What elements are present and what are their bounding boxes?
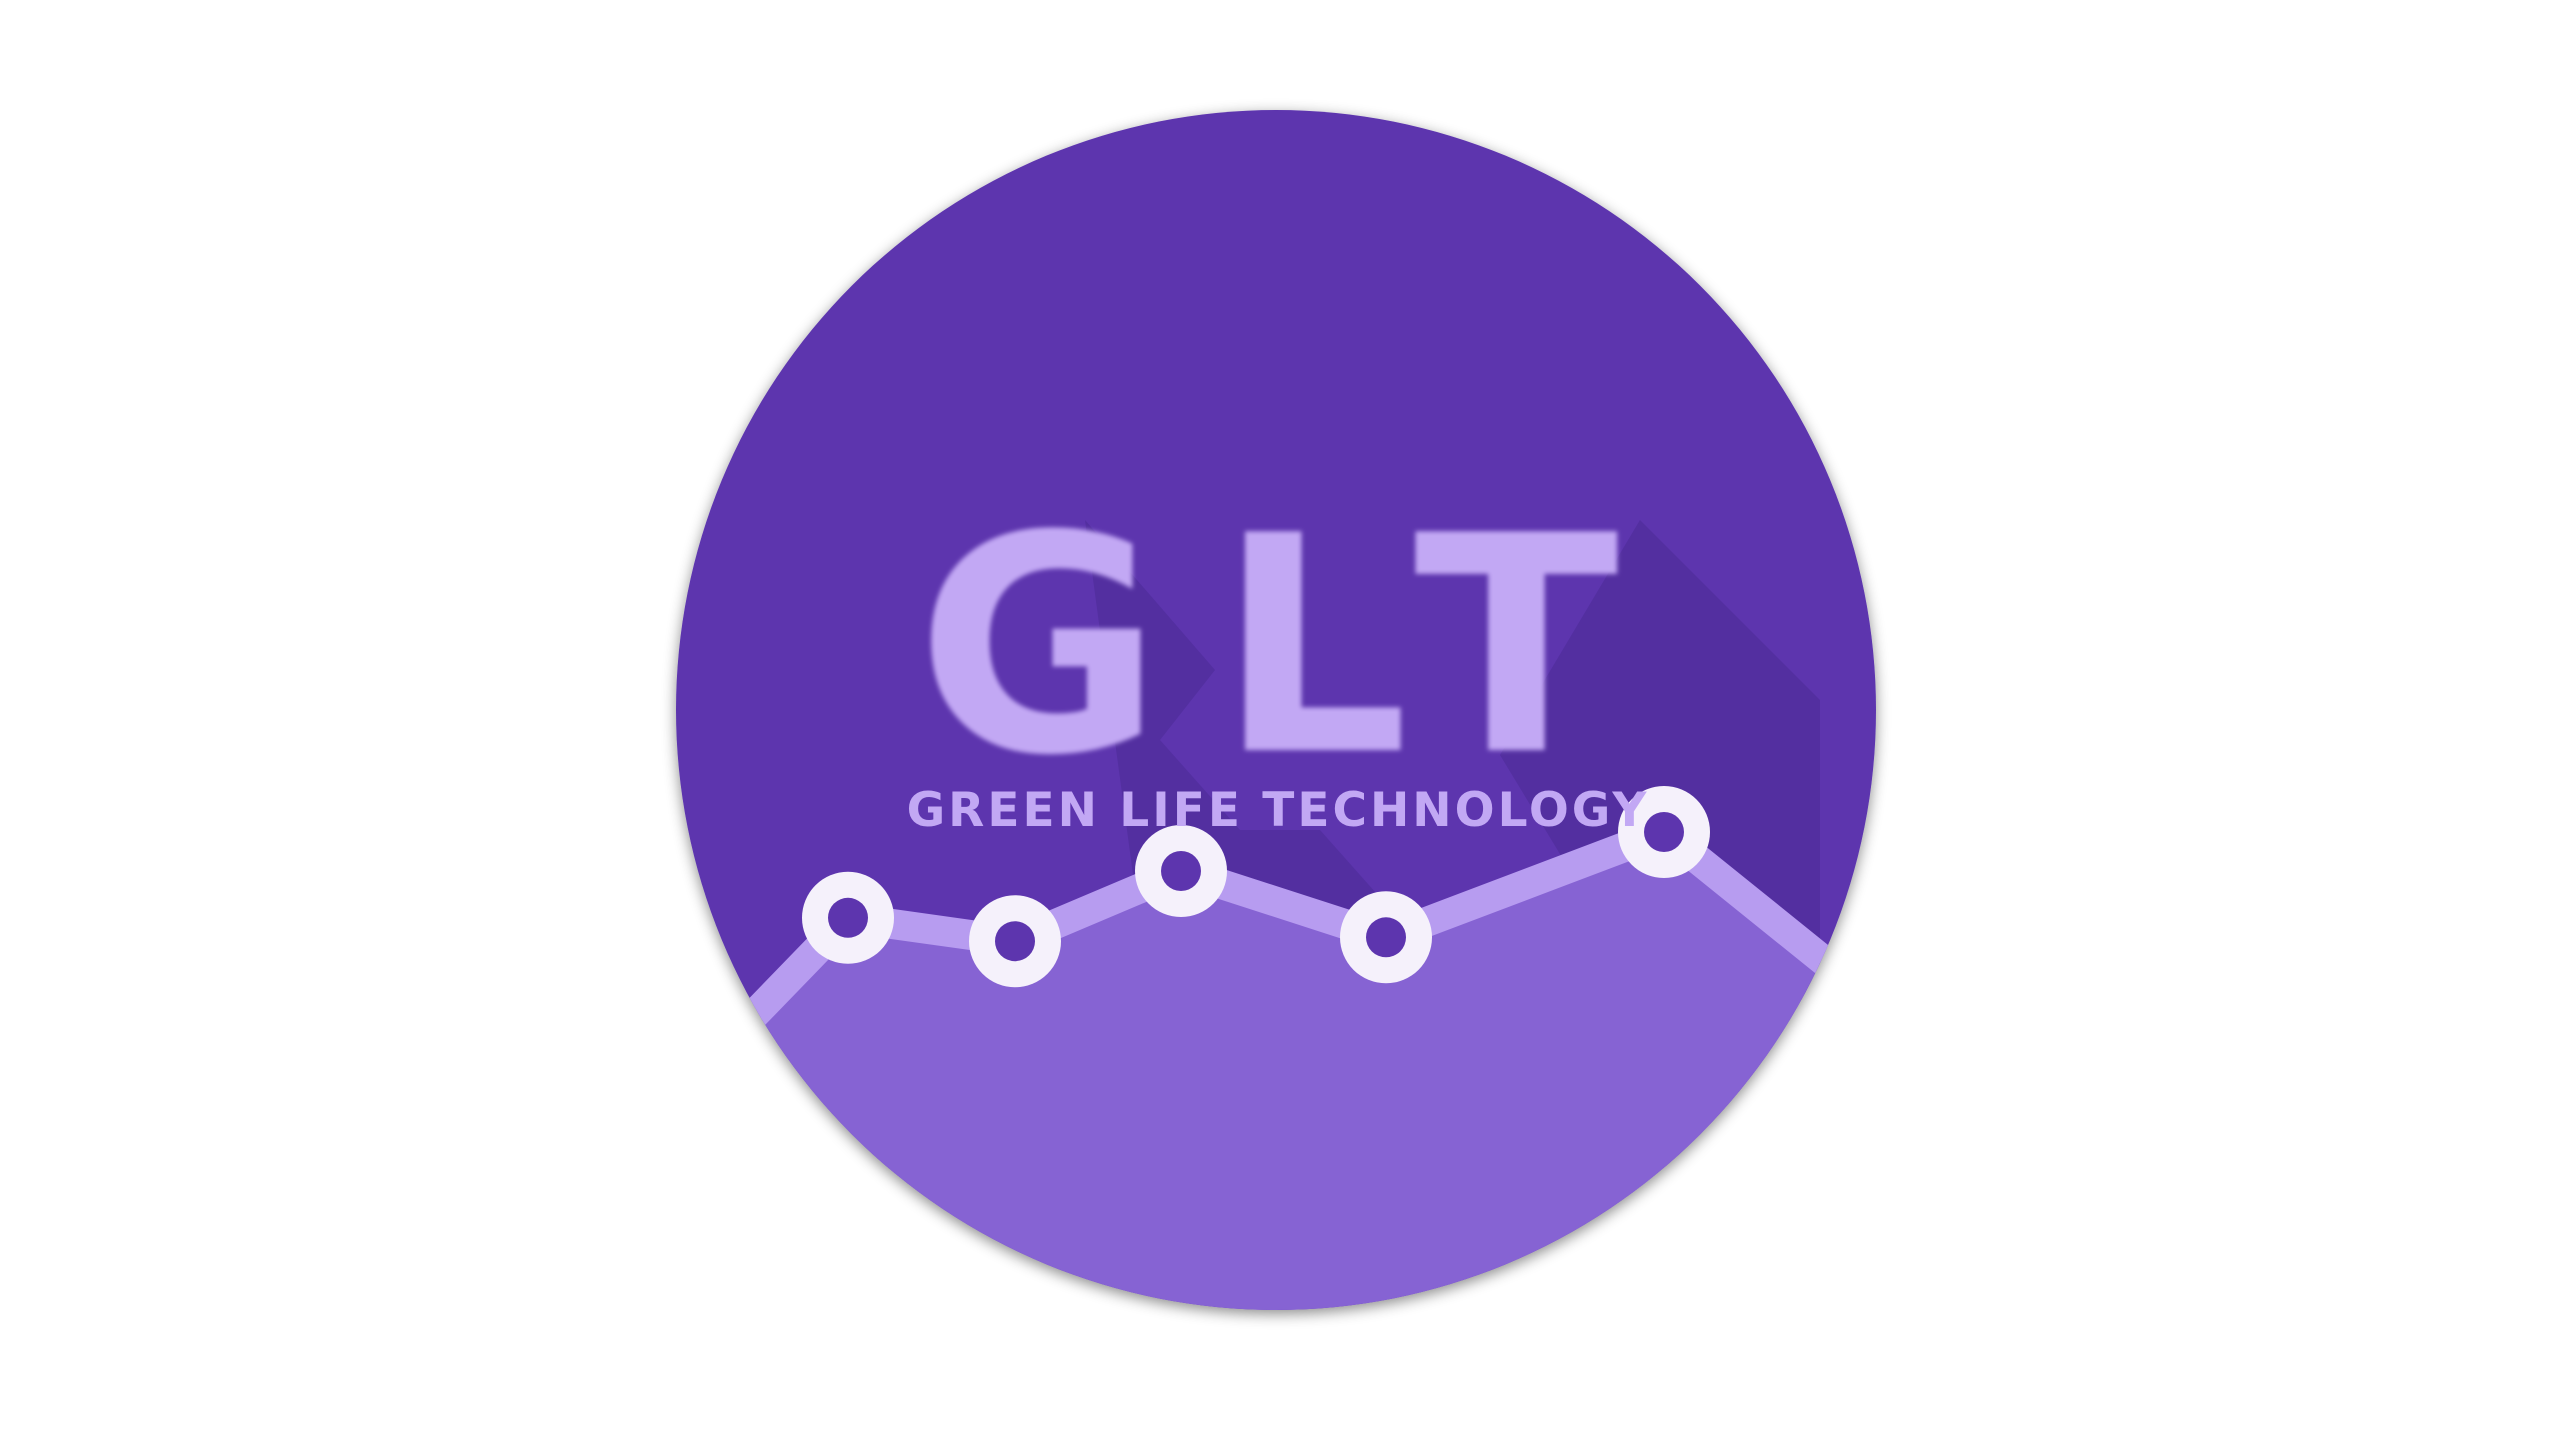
trend-marker-center-4 <box>1366 917 1406 958</box>
trend-marker-center-3 <box>1161 851 1201 891</box>
trend-marker-center-5 <box>1644 812 1684 852</box>
logo-monogram: GLT <box>916 472 1673 821</box>
logo-tagline: GREEN LIFE TECHNOLOGY <box>907 783 1650 838</box>
trend-markers <box>802 786 1710 988</box>
trend-marker-center-2 <box>995 921 1035 962</box>
trend-marker-center-1 <box>828 897 868 938</box>
